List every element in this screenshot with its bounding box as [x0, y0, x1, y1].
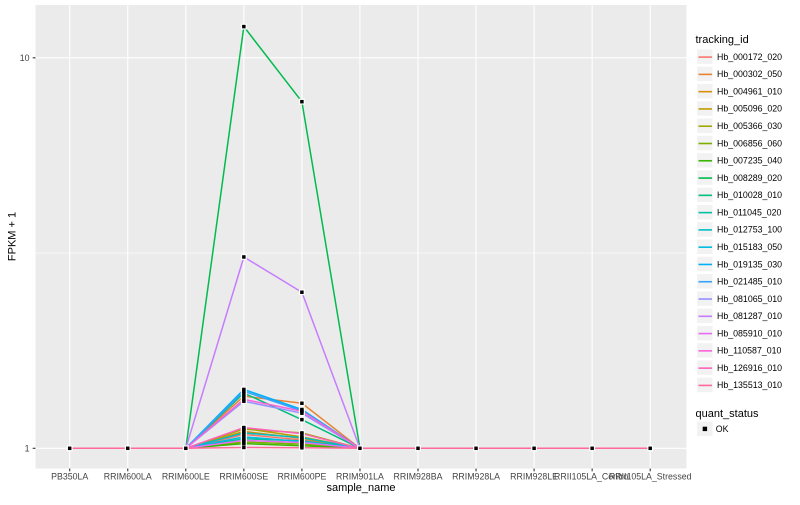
svg-text:Hb_005096_020: Hb_005096_020	[717, 104, 782, 114]
svg-text:tracking_id: tracking_id	[696, 34, 749, 46]
svg-text:RRII105LA_Stressed: RRII105LA_Stressed	[609, 472, 692, 482]
svg-text:Hb_015183_050: Hb_015183_050	[717, 242, 782, 252]
svg-text:FPKM + 1: FPKM + 1	[7, 212, 19, 261]
svg-text:sample_name: sample_name	[326, 482, 395, 494]
svg-text:Hb_081065_010: Hb_081065_010	[717, 294, 782, 304]
svg-text:Hb_110587_010: Hb_110587_010	[717, 346, 782, 356]
svg-text:OK: OK	[716, 424, 729, 434]
svg-text:Hb_007235_040: Hb_007235_040	[717, 156, 782, 166]
svg-text:Hb_008289_020: Hb_008289_020	[717, 173, 782, 183]
svg-text:RRIM928BA: RRIM928BA	[394, 472, 443, 482]
svg-text:Hb_004961_010: Hb_004961_010	[717, 86, 782, 96]
svg-text:Hb_126916_010: Hb_126916_010	[717, 363, 782, 373]
svg-text:Hb_135513_010: Hb_135513_010	[717, 380, 782, 390]
svg-text:RRIM600LA: RRIM600LA	[104, 472, 152, 482]
svg-text:1: 1	[25, 444, 30, 454]
svg-text:RRIM901LA: RRIM901LA	[336, 472, 384, 482]
svg-text:Hb_021485_010: Hb_021485_010	[717, 277, 782, 287]
svg-text:PB350LA: PB350LA	[51, 472, 88, 482]
svg-text:Hb_006856_060: Hb_006856_060	[717, 138, 782, 148]
svg-text:Hb_000302_050: Hb_000302_050	[717, 69, 782, 79]
svg-text:Hb_012753_100: Hb_012753_100	[717, 225, 782, 235]
svg-text:RRIM600SE: RRIM600SE	[219, 472, 268, 482]
svg-text:10: 10	[20, 53, 30, 63]
svg-text:RRII105LA_Control: RRII105LA_Control	[554, 472, 630, 482]
svg-text:Hb_019135_030: Hb_019135_030	[717, 259, 782, 269]
svg-text:Hb_085910_010: Hb_085910_010	[717, 328, 782, 338]
svg-text:RRIM928LA: RRIM928LA	[452, 472, 500, 482]
svg-text:Hb_000172_020: Hb_000172_020	[717, 52, 782, 62]
svg-text:quant_status: quant_status	[696, 408, 759, 420]
svg-text:RRIM600PE: RRIM600PE	[277, 472, 326, 482]
svg-text:RRIM600LE: RRIM600LE	[162, 472, 210, 482]
svg-text:RRIM928LE: RRIM928LE	[510, 472, 558, 482]
svg-text:Hb_081287_010: Hb_081287_010	[717, 311, 782, 321]
svg-text:Hb_011045_020: Hb_011045_020	[717, 207, 782, 217]
svg-text:Hb_005366_030: Hb_005366_030	[717, 121, 782, 131]
svg-text:Hb_010028_010: Hb_010028_010	[717, 190, 782, 200]
